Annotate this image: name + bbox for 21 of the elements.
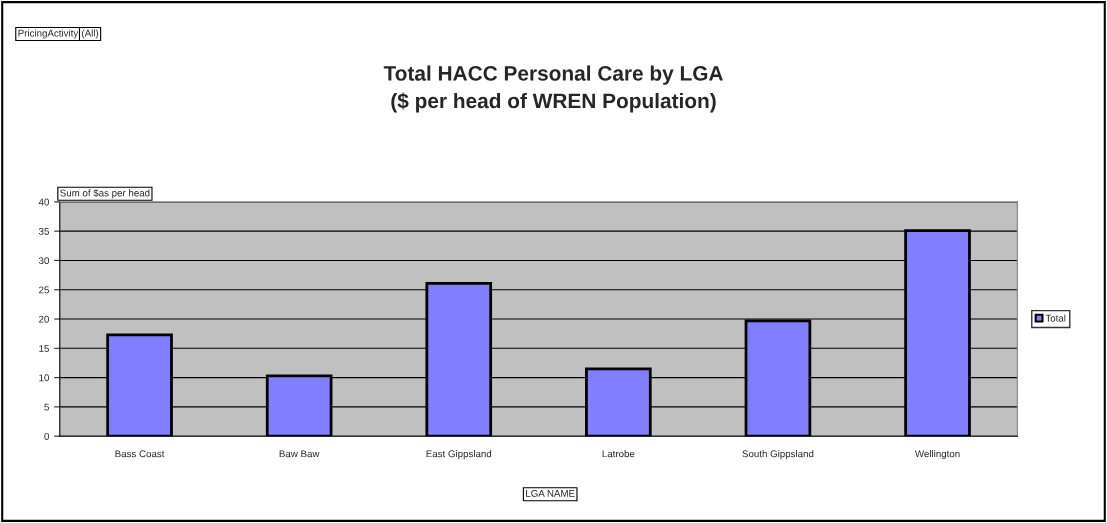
- y-tick-label: 25: [39, 286, 49, 294]
- text: PricingActivity: [18, 29, 79, 39]
- text: (All): [82, 29, 99, 39]
- x-axis-title: LGA NAME: [526, 489, 575, 497]
- y-tick-label: 35: [38, 227, 49, 235]
- y-tick-label: 15: [39, 345, 49, 352]
- x-tick-label: Bass Coast: [115, 450, 165, 458]
- y-tick-label: 0: [44, 432, 49, 440]
- x-tick-label: South Gippsland: [742, 450, 814, 460]
- y-tick-label: 20: [39, 315, 49, 323]
- x-tick-label: Baw Baw: [279, 450, 320, 458]
- chart-title: Total HACC Personal Care by LGA ($ per head of WREN Population): [383, 65, 723, 113]
- x-tick-label: Wellington: [914, 450, 960, 460]
- x-tick-label: Latrobe: [602, 450, 635, 458]
- y-axis-title: Sum of $as per head: [60, 189, 150, 199]
- y-tick-label: 30: [38, 257, 49, 265]
- y-tick-label: 10: [39, 374, 49, 382]
- y-tick-label: 5: [44, 403, 49, 411]
- y-tick-label: 40: [38, 198, 49, 206]
- x-tick-label: East Gippsland: [426, 450, 492, 460]
- legend-label: Total: [1045, 314, 1066, 322]
